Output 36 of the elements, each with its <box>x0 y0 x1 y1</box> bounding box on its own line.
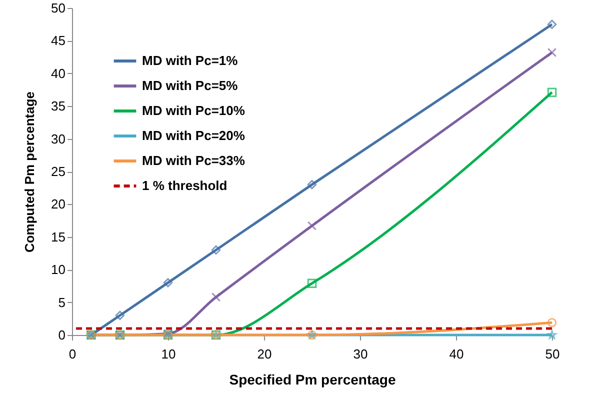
point <box>115 310 125 320</box>
x-tick-label: 10 <box>161 346 176 362</box>
y-tick-label: 20 <box>51 196 66 212</box>
y-tick-label: 10 <box>51 262 66 278</box>
y-tick-label: 45 <box>51 33 66 48</box>
point <box>547 48 557 58</box>
point <box>307 278 317 288</box>
point <box>307 180 317 190</box>
point <box>547 20 557 29</box>
point <box>547 88 557 97</box>
x-axis-title: Specified Pm percentage <box>229 372 396 388</box>
point <box>307 221 317 230</box>
y-tick-label: 25 <box>51 164 66 179</box>
point <box>211 292 221 302</box>
y-tick-label: 40 <box>51 66 66 81</box>
y-tick-label: 15 <box>51 229 66 244</box>
legend-label: MD with Pc=5% <box>142 78 238 93</box>
y-tick-label: 0 <box>58 328 66 342</box>
y-tick-label: 35 <box>51 98 66 114</box>
legend-label: MD with Pc=33% <box>142 153 246 168</box>
point <box>547 318 557 328</box>
y-axis-title: Computed Pm percentage <box>22 91 38 253</box>
x-tick-label: 0 <box>68 346 76 362</box>
y-tick-label: 5 <box>58 294 66 310</box>
y-tick-label: 50 <box>51 0 66 16</box>
x-tick-label: 20 <box>257 346 272 362</box>
x-tick-label: 50 <box>545 346 560 362</box>
legend-label: MD with Pc=10% <box>142 103 246 118</box>
x-tick-label: 30 <box>353 346 368 362</box>
point <box>211 245 221 255</box>
legend-label: MD with Pc=1% <box>142 53 238 68</box>
x-tick-label: 40 <box>449 346 464 362</box>
legend-label: 1 % threshold <box>142 178 228 193</box>
y-tick-label: 30 <box>51 131 66 146</box>
point <box>163 278 173 288</box>
legend-label: MD with Pc=20% <box>142 128 246 143</box>
